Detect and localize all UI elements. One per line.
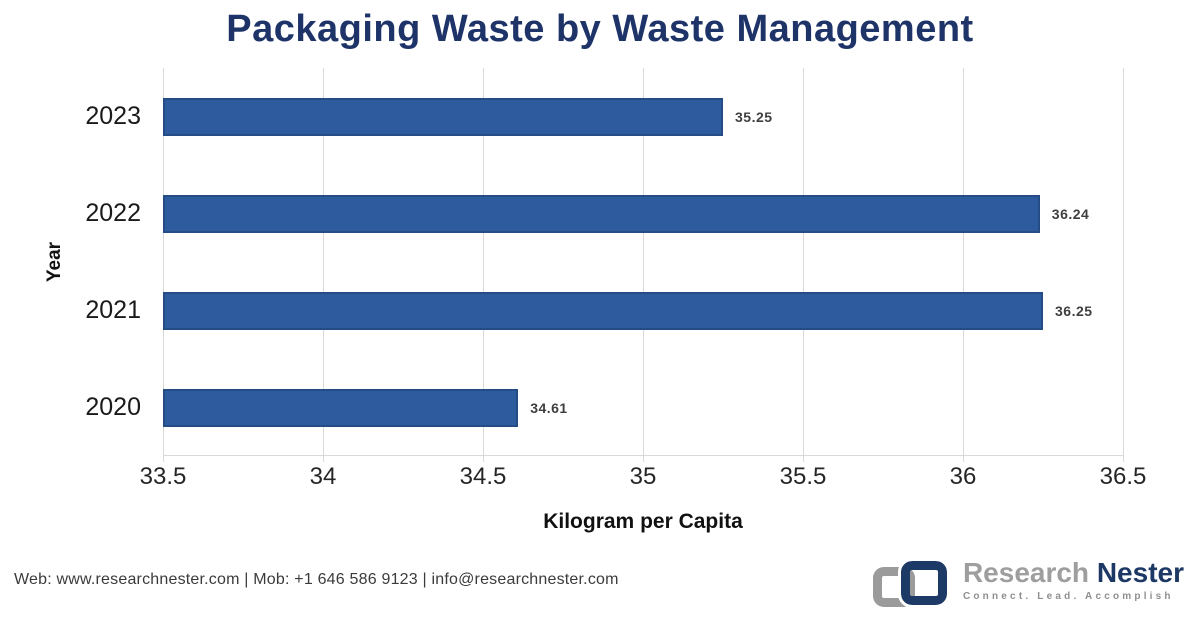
brand-name-nester: Nester [1096,557,1184,588]
x-axis-tick-label: 35 [629,463,657,490]
x-axis-tick-label: 36 [949,463,977,490]
chart-title: Packaging Waste by Waste Management [226,8,974,50]
bar-row-2020: 2020 34.61 [85,359,1123,456]
bar-row-2021: 2021 36.25 [85,262,1123,359]
bar-value-label: 36.24 [1051,205,1090,222]
gridline [1123,68,1124,462]
x-axis-tick-label: 35.5 [779,463,827,490]
y-axis-category-label: 2022 [85,199,141,227]
chain-link-navy [897,558,950,608]
bar-row-2022: 2022 36.24 [85,165,1123,262]
x-axis-title: Kilogram per Capita [543,510,743,533]
gridline [163,68,164,462]
bar-value-label: 36.25 [1055,302,1093,319]
bar-value-label: 34.61 [530,399,568,416]
y-axis-title: Year [44,241,65,283]
bar-value-label: 35.25 [735,108,773,125]
bar-row-2023: 2023 35.25 [85,68,1123,165]
gridline [963,68,964,462]
x-axis-tick-label: 36.5 [1099,463,1147,490]
gridline [322,68,324,462]
chain-link-icon [872,558,953,610]
y-axis-category-label: 2020 [85,393,141,421]
gridline [802,68,804,462]
x-axis-tick-label: 34 [309,463,337,490]
brand-text: Research Nester Connect. Lead. Accomplis… [962,557,1184,602]
bar-2023[interactable] [163,97,723,136]
brand-name-research: Research [962,557,1090,588]
y-axis-category-label: 2021 [85,296,141,324]
brand-logo: Research Nester Connect. Lead. Accomplis… [872,557,1184,610]
y-axis-category-label: 2023 [85,102,141,130]
gridline [482,68,484,462]
footer-contact-line: Web: www.researchnester.com | Mob: +1 64… [14,571,619,588]
x-axis-tick-label: 34.5 [459,463,507,490]
brand-name: Research Nester [962,557,1184,589]
plot-area: 2023 35.25 2022 36.24 2021 36.25 2020 34.61 [85,68,1124,462]
chain-link-gray [872,567,915,607]
gridline [643,68,644,462]
x-axis: 33.5 34 34.5 35 35.5 36 36.5 [140,463,1147,495]
bar-2022[interactable] [163,194,1040,233]
brand-tagline: Connect. Lead. Accomplish [962,590,1174,602]
bar-2020[interactable] [163,388,519,427]
x-axis-tick-label: 33.5 [139,463,187,490]
bar-2021[interactable] [163,291,1043,330]
